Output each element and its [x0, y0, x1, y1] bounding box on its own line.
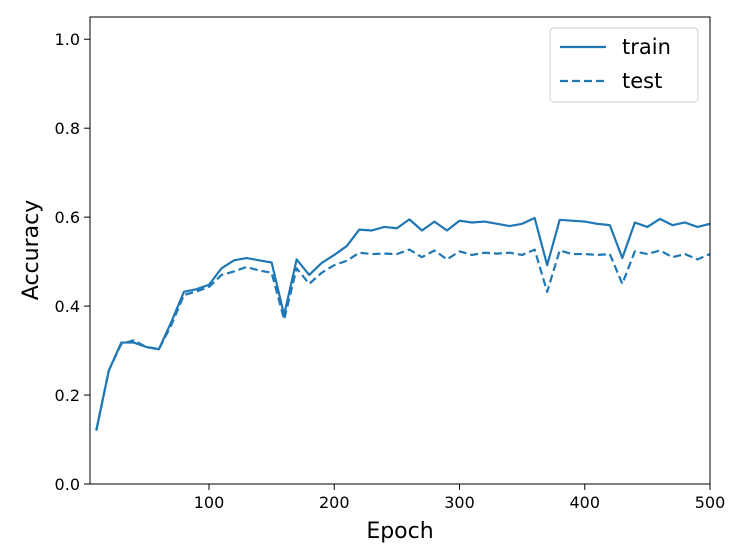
legend: train test	[549, 27, 699, 103]
legend-train-label: train	[622, 35, 671, 59]
y-tick-label: 0.0	[55, 475, 80, 494]
plot-frame	[89, 16, 711, 485]
series-test-line	[95, 248, 711, 431]
x-axis-title: Epoch	[366, 519, 433, 544]
series-train-line	[95, 216, 711, 431]
y-axis-ticks: 0.0 0.2 0.4 0.6 0.8 1.0	[55, 30, 90, 494]
x-tick-label: 300	[444, 493, 475, 512]
x-tick-label: 500	[695, 493, 726, 512]
y-tick-label: 0.6	[55, 208, 80, 227]
x-tick-label: 200	[319, 493, 350, 512]
y-axis-title: Accuracy	[19, 200, 44, 300]
x-axis-ticks: 100 200 300 400 500	[194, 484, 726, 512]
legend-test-label: test	[622, 69, 662, 93]
y-tick-label: 0.4	[55, 297, 80, 316]
x-tick-label: 400	[569, 493, 600, 512]
y-tick-label: 0.2	[55, 386, 80, 405]
y-tick-label: 0.8	[55, 119, 80, 138]
x-tick-label: 100	[194, 493, 225, 512]
y-tick-label: 1.0	[55, 30, 80, 49]
series-layer	[95, 216, 711, 431]
